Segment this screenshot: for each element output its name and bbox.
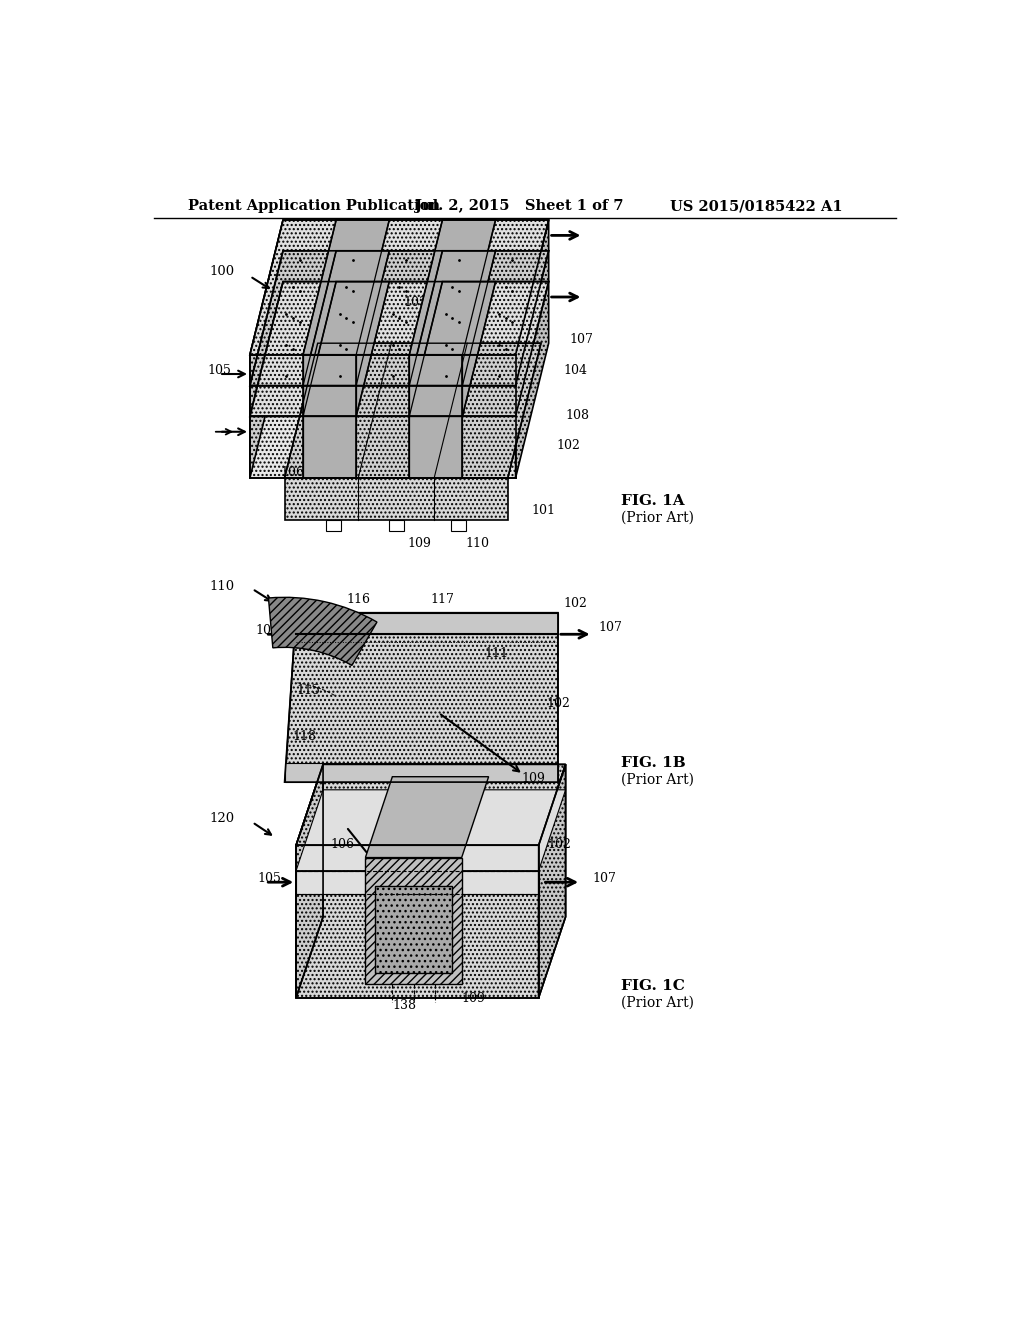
- Text: 107: 107: [593, 873, 616, 886]
- Text: 106: 106: [281, 466, 305, 479]
- Text: Patent Application Publication: Patent Application Publication: [188, 199, 440, 213]
- Text: (Prior Art): (Prior Art): [621, 511, 694, 525]
- Polygon shape: [366, 776, 488, 858]
- Text: 109: 109: [462, 991, 485, 1005]
- Text: 138: 138: [392, 999, 417, 1012]
- Text: 107: 107: [569, 333, 593, 346]
- Polygon shape: [296, 789, 565, 871]
- Wedge shape: [268, 598, 377, 665]
- Text: 102: 102: [548, 838, 571, 850]
- Text: FIG. 1B: FIG. 1B: [621, 755, 686, 770]
- Text: FIG. 1A: FIG. 1A: [621, 494, 685, 508]
- FancyBboxPatch shape: [451, 520, 467, 531]
- FancyBboxPatch shape: [388, 520, 403, 531]
- Text: 104: 104: [563, 364, 588, 378]
- Polygon shape: [250, 281, 549, 416]
- Text: 101: 101: [531, 504, 555, 517]
- Text: 115: 115: [296, 684, 319, 697]
- Text: 116: 116: [346, 594, 370, 606]
- Polygon shape: [296, 764, 565, 845]
- Text: 102: 102: [556, 440, 581, 453]
- Text: 102: 102: [547, 697, 570, 710]
- FancyBboxPatch shape: [326, 520, 341, 531]
- Text: 112: 112: [407, 828, 430, 841]
- Text: 107: 107: [599, 622, 623, 634]
- Text: Jul. 2, 2015   Sheet 1 of 7: Jul. 2, 2015 Sheet 1 of 7: [416, 199, 624, 213]
- Text: FIG. 1C: FIG. 1C: [621, 979, 685, 993]
- Polygon shape: [250, 251, 549, 385]
- Polygon shape: [539, 764, 565, 998]
- Polygon shape: [410, 281, 496, 416]
- Text: 105: 105: [208, 364, 231, 378]
- Text: 118: 118: [292, 730, 316, 743]
- Text: 120: 120: [210, 812, 234, 825]
- Polygon shape: [410, 220, 496, 355]
- Text: 110: 110: [210, 579, 234, 593]
- Polygon shape: [285, 343, 541, 478]
- Polygon shape: [296, 764, 323, 998]
- Text: (Prior Art): (Prior Art): [621, 997, 694, 1010]
- Text: (Prior Art): (Prior Art): [621, 772, 694, 787]
- Text: 105: 105: [258, 873, 282, 886]
- Polygon shape: [250, 355, 515, 478]
- Text: 102: 102: [563, 597, 587, 610]
- Polygon shape: [515, 220, 549, 478]
- Polygon shape: [303, 355, 356, 478]
- Text: 106: 106: [331, 838, 354, 850]
- Polygon shape: [250, 220, 283, 478]
- Polygon shape: [250, 220, 549, 355]
- Polygon shape: [410, 251, 496, 385]
- Polygon shape: [285, 612, 558, 781]
- Text: 100: 100: [210, 265, 234, 279]
- Text: 110: 110: [466, 537, 489, 550]
- Polygon shape: [285, 763, 558, 781]
- Text: US 2015/0185422 A1: US 2015/0185422 A1: [670, 199, 842, 213]
- Polygon shape: [296, 612, 558, 635]
- Text: 103: 103: [403, 296, 428, 309]
- Polygon shape: [296, 845, 539, 998]
- Text: 117: 117: [431, 594, 455, 606]
- Polygon shape: [303, 281, 389, 416]
- Polygon shape: [285, 478, 508, 520]
- Polygon shape: [296, 871, 539, 894]
- Polygon shape: [303, 251, 389, 385]
- Polygon shape: [366, 858, 462, 983]
- Polygon shape: [410, 355, 463, 478]
- Polygon shape: [303, 220, 389, 355]
- Text: 105: 105: [255, 624, 280, 638]
- Polygon shape: [376, 886, 453, 973]
- Text: 109: 109: [408, 537, 432, 550]
- Text: 108: 108: [565, 409, 590, 421]
- Text: 111: 111: [484, 647, 509, 660]
- Text: 109: 109: [521, 772, 546, 785]
